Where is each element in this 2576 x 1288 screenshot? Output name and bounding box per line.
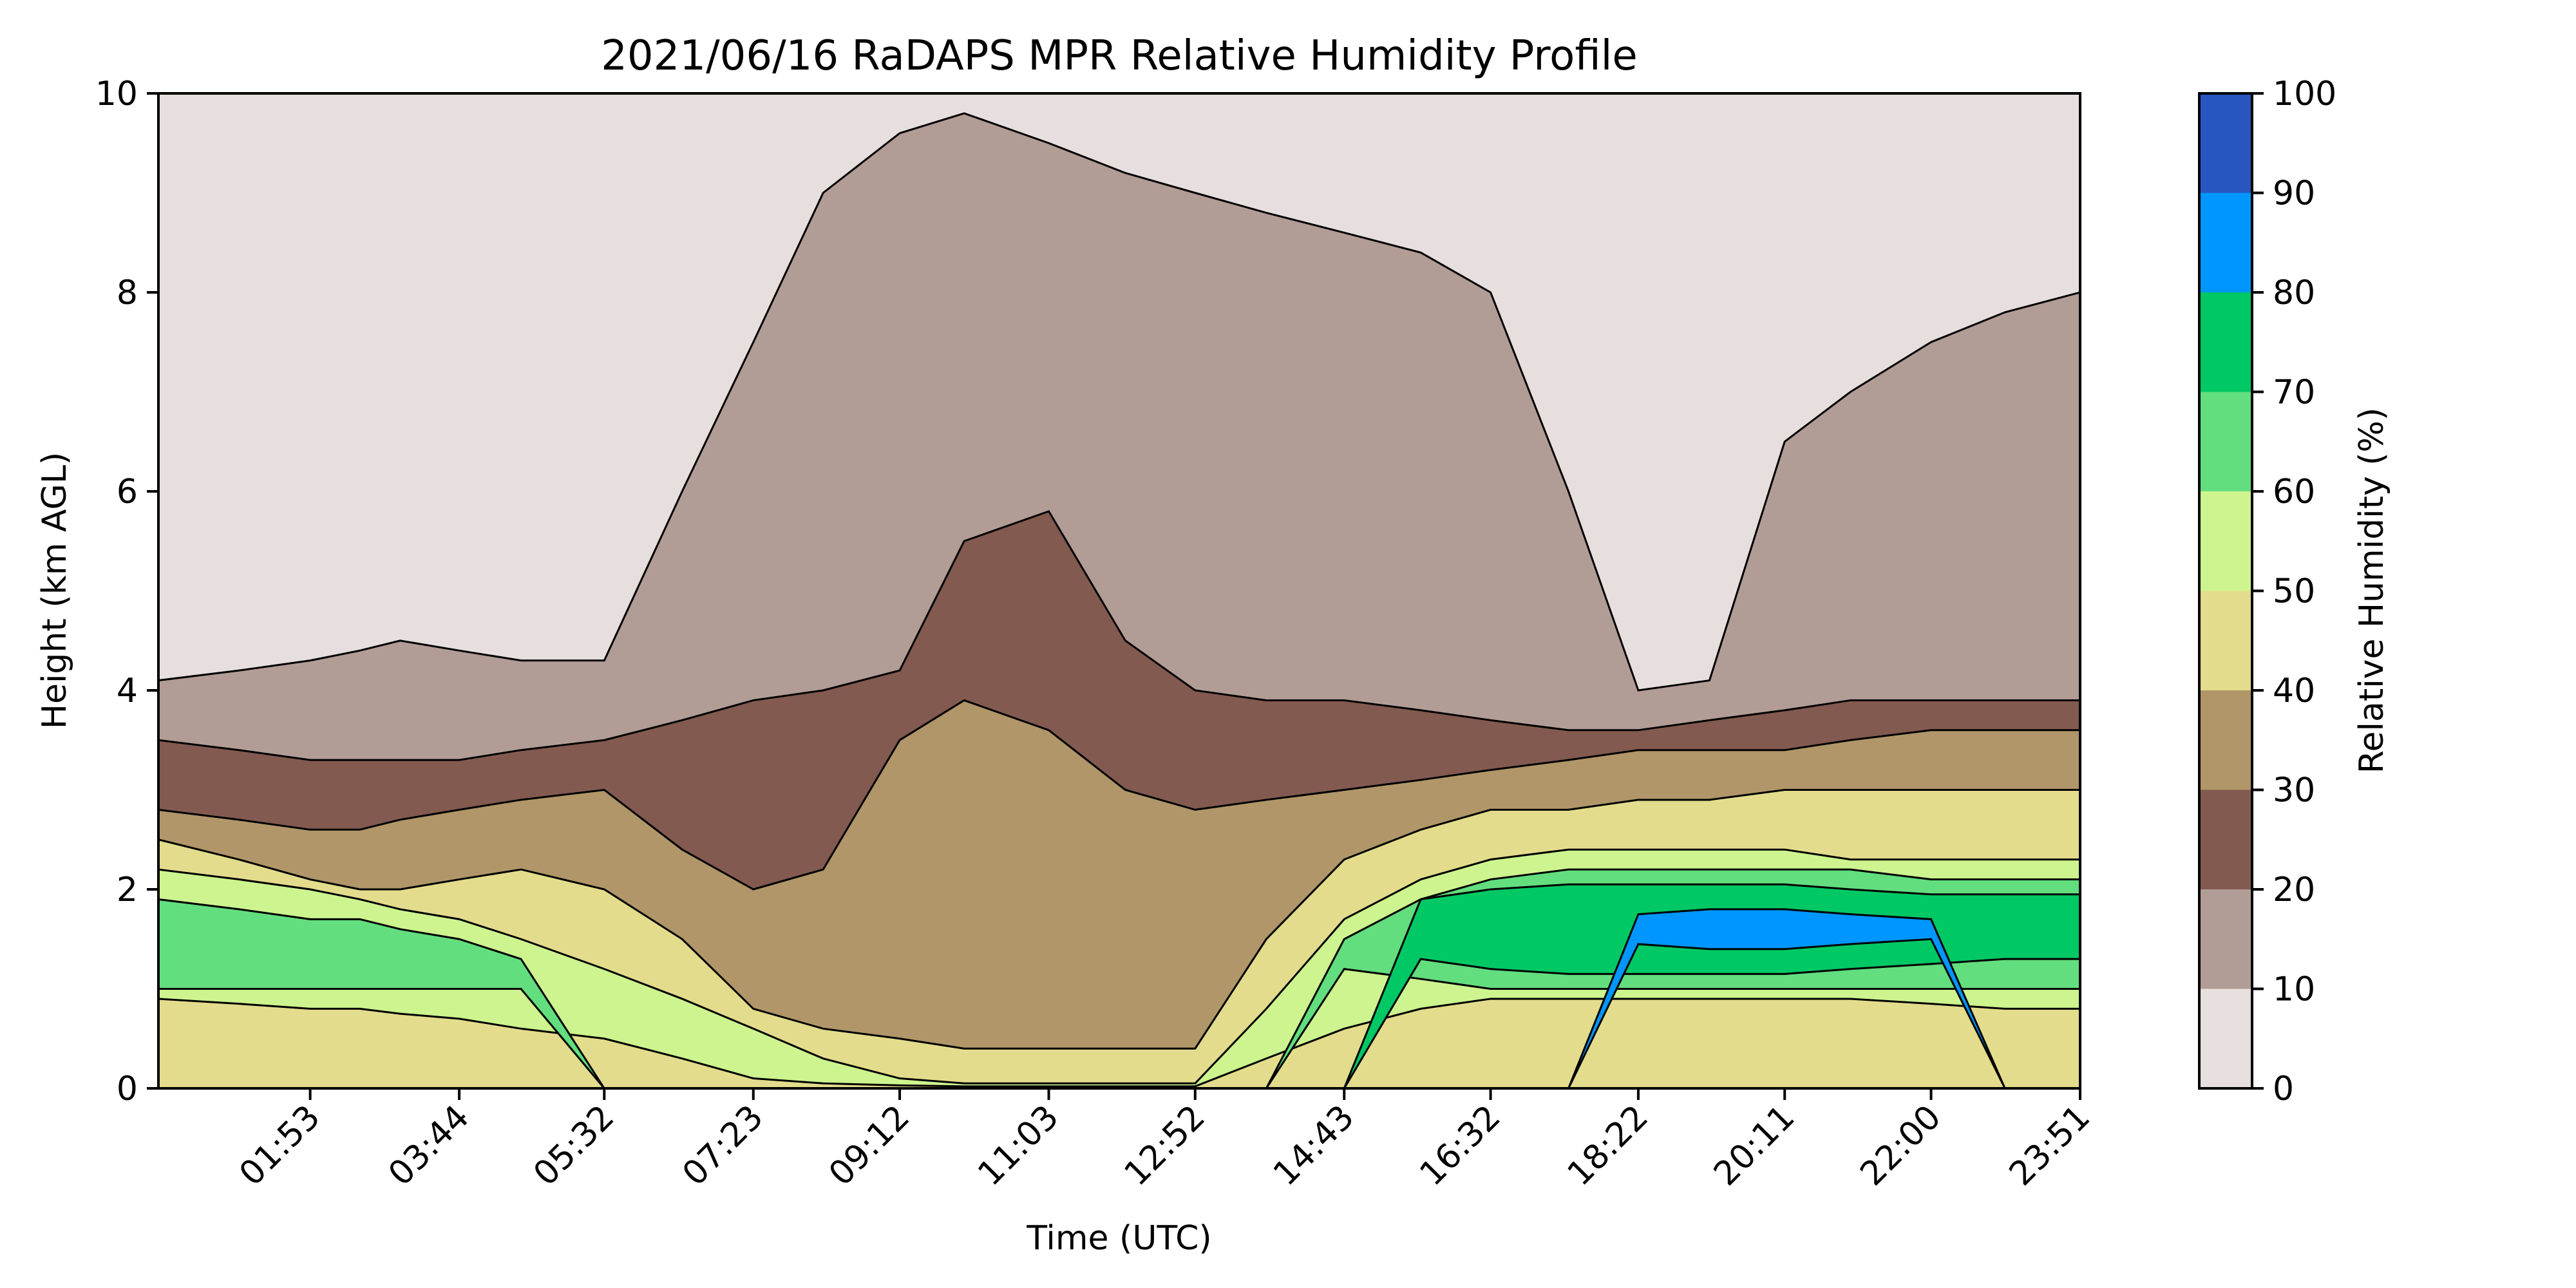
- chart-title: 2021/06/16 RaDAPS MPR Relative Humidity …: [601, 32, 1638, 80]
- colorbar-tick-label: 10: [2273, 971, 2315, 1009]
- rh-band-80-90: [158, 908, 2080, 1088]
- x-tick-label: 11:03: [971, 1098, 1066, 1193]
- plot-frame: [157, 92, 2081, 1090]
- rh-band-70-80: [158, 883, 2080, 1088]
- x-tick-label: 18:22: [1560, 1098, 1656, 1193]
- x-tick-label: 14:43: [1266, 1098, 1361, 1193]
- colorbar-tick-label: 80: [2273, 274, 2315, 312]
- colorbar-tick-label: 0: [2273, 1070, 2294, 1108]
- colorbar-swatch: [2199, 989, 2252, 1088]
- colorbar-swatch: [2199, 392, 2252, 491]
- x-tick-label: 03:44: [381, 1098, 477, 1193]
- colorbar-swatch: [2199, 491, 2252, 591]
- y-tick-label: 8: [117, 274, 138, 312]
- plot-area: [158, 93, 2080, 1088]
- colorbar-swatch: [2199, 790, 2252, 889]
- x-tick-label: 07:23: [676, 1098, 771, 1193]
- x-tick-label: 20:11: [1707, 1098, 1802, 1193]
- x-tick-label: 22:00: [1853, 1098, 1948, 1193]
- x-axis-label: Time (UTC): [1026, 1219, 1211, 1258]
- colorbar-swatch: [2199, 93, 2252, 193]
- colorbar-swatch: [2199, 889, 2252, 989]
- colorbar-tick-label: 30: [2273, 772, 2315, 810]
- y-tick-label: 6: [117, 473, 138, 511]
- x-tick-label: 01:53: [232, 1098, 327, 1193]
- y-axis: 0 2 4 6 8 10: [95, 75, 158, 1108]
- x-tick-label: 12:52: [1117, 1098, 1213, 1193]
- y-tick-label: 0: [117, 1070, 138, 1108]
- colorbar-tick-label: 40: [2273, 672, 2315, 710]
- colorbar-tick-label: 90: [2273, 175, 2315, 213]
- colorbar-tick-label: 60: [2273, 473, 2315, 511]
- y-axis-label: Height (km AGL): [35, 452, 74, 729]
- colorbar: 0 10 20 30 40 50 60 70 80 90 100: [2198, 75, 2336, 1108]
- y-tick-label: 4: [117, 672, 138, 710]
- colorbar-swatch: [2199, 193, 2252, 292]
- colorbar-tick-label: 50: [2273, 573, 2315, 611]
- x-tick-label: 09:12: [822, 1098, 917, 1193]
- y-tick-label: 2: [117, 871, 138, 909]
- colorbar-swatch: [2199, 292, 2252, 392]
- x-tick-label: 05:32: [526, 1098, 621, 1193]
- y-tick-label: 10: [95, 75, 138, 113]
- colorbar-tick-label: 20: [2273, 871, 2315, 909]
- colorbar-swatch: [2199, 690, 2252, 790]
- x-tick-label: 23:51: [2002, 1098, 2098, 1193]
- x-tick-label: 16:32: [1412, 1098, 1508, 1193]
- colorbar-swatch: [2199, 591, 2252, 690]
- colorbar-tick-label: 100: [2273, 75, 2336, 113]
- x-axis: 01:53 03:44 05:32 07:23 09:12 11:03 12:52 14:43…: [232, 1088, 2098, 1193]
- colorbar-label: Relative Humidity (%): [2353, 408, 2391, 774]
- colorbar-tick-label: 70: [2273, 374, 2315, 412]
